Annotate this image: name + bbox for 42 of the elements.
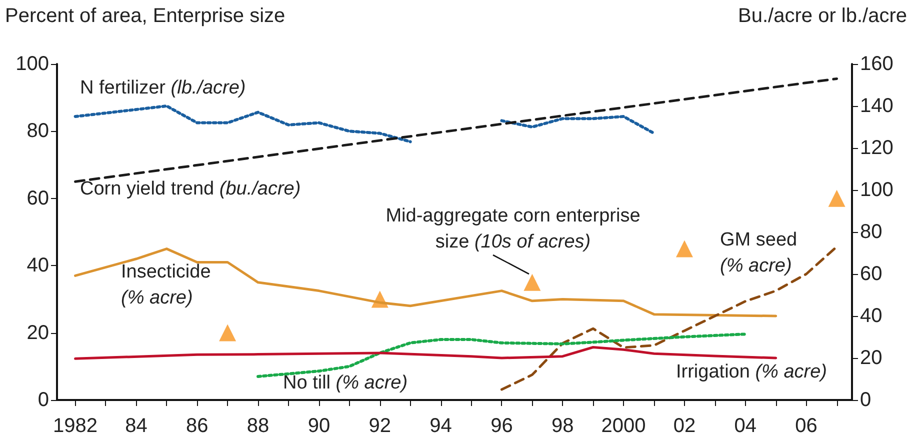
y-axis-title: Percent of area, Enterprise size xyxy=(5,5,286,27)
point xyxy=(676,240,693,258)
x-tick-label: 90 xyxy=(308,415,330,437)
y2-tick-label: 100 xyxy=(860,179,894,201)
x-tick-label: 92 xyxy=(368,415,391,437)
y2-axis-title: Bu./acre or lb./acre xyxy=(738,5,908,27)
x-tick-label: 02 xyxy=(673,415,696,437)
series-label: No till (% acre) xyxy=(283,372,408,394)
x-tick-label: 88 xyxy=(246,415,270,437)
point xyxy=(828,190,846,207)
y-tick-label: 100 xyxy=(16,53,49,75)
x-tick-label: 04 xyxy=(734,415,757,437)
x-tick-label: 98 xyxy=(552,415,574,437)
x-tick-label: 2000 xyxy=(601,415,646,437)
x-tick-label: 1982 xyxy=(53,415,98,437)
line-series xyxy=(74,346,778,360)
y2-tick-label: 40 xyxy=(860,305,882,327)
y-tick-label: 0 xyxy=(38,389,49,411)
y-tick-label: 60 xyxy=(26,187,49,210)
series-label: N fertilizer (lb./acre) xyxy=(80,78,246,98)
x-tick-label: 96 xyxy=(490,415,513,437)
y-tick-label: 80 xyxy=(26,120,49,142)
y2-tick-label: 20 xyxy=(860,347,882,369)
x-tick-label: 06 xyxy=(795,415,818,437)
x-tick-label: 94 xyxy=(430,415,452,437)
y-tick-label: 20 xyxy=(26,322,49,344)
y2-tick-label: 160 xyxy=(860,53,894,75)
y2-tick-label: 60 xyxy=(860,263,882,285)
series-label: Mid-aggregate corn enterprise size (10s of acres) xyxy=(386,206,640,252)
series-label: Insecticide (% acre) xyxy=(121,262,211,308)
y2-tick-label: 120 xyxy=(860,137,894,159)
y2-tick-label: 140 xyxy=(860,95,894,117)
y2-tick-label: 80 xyxy=(860,221,882,243)
x-tick-label: 84 xyxy=(125,415,148,437)
series-label: Corn yield trend (bu./acre) xyxy=(80,178,301,200)
x-tick-label: 86 xyxy=(186,415,208,437)
series-label: Irrigation (% acre) xyxy=(676,362,827,382)
point xyxy=(524,274,541,291)
series-label: GM seed (% acre) xyxy=(720,230,798,276)
y-tick-label: 40 xyxy=(26,254,49,277)
y2-tick-label: 0 xyxy=(860,389,872,411)
point xyxy=(219,324,236,342)
